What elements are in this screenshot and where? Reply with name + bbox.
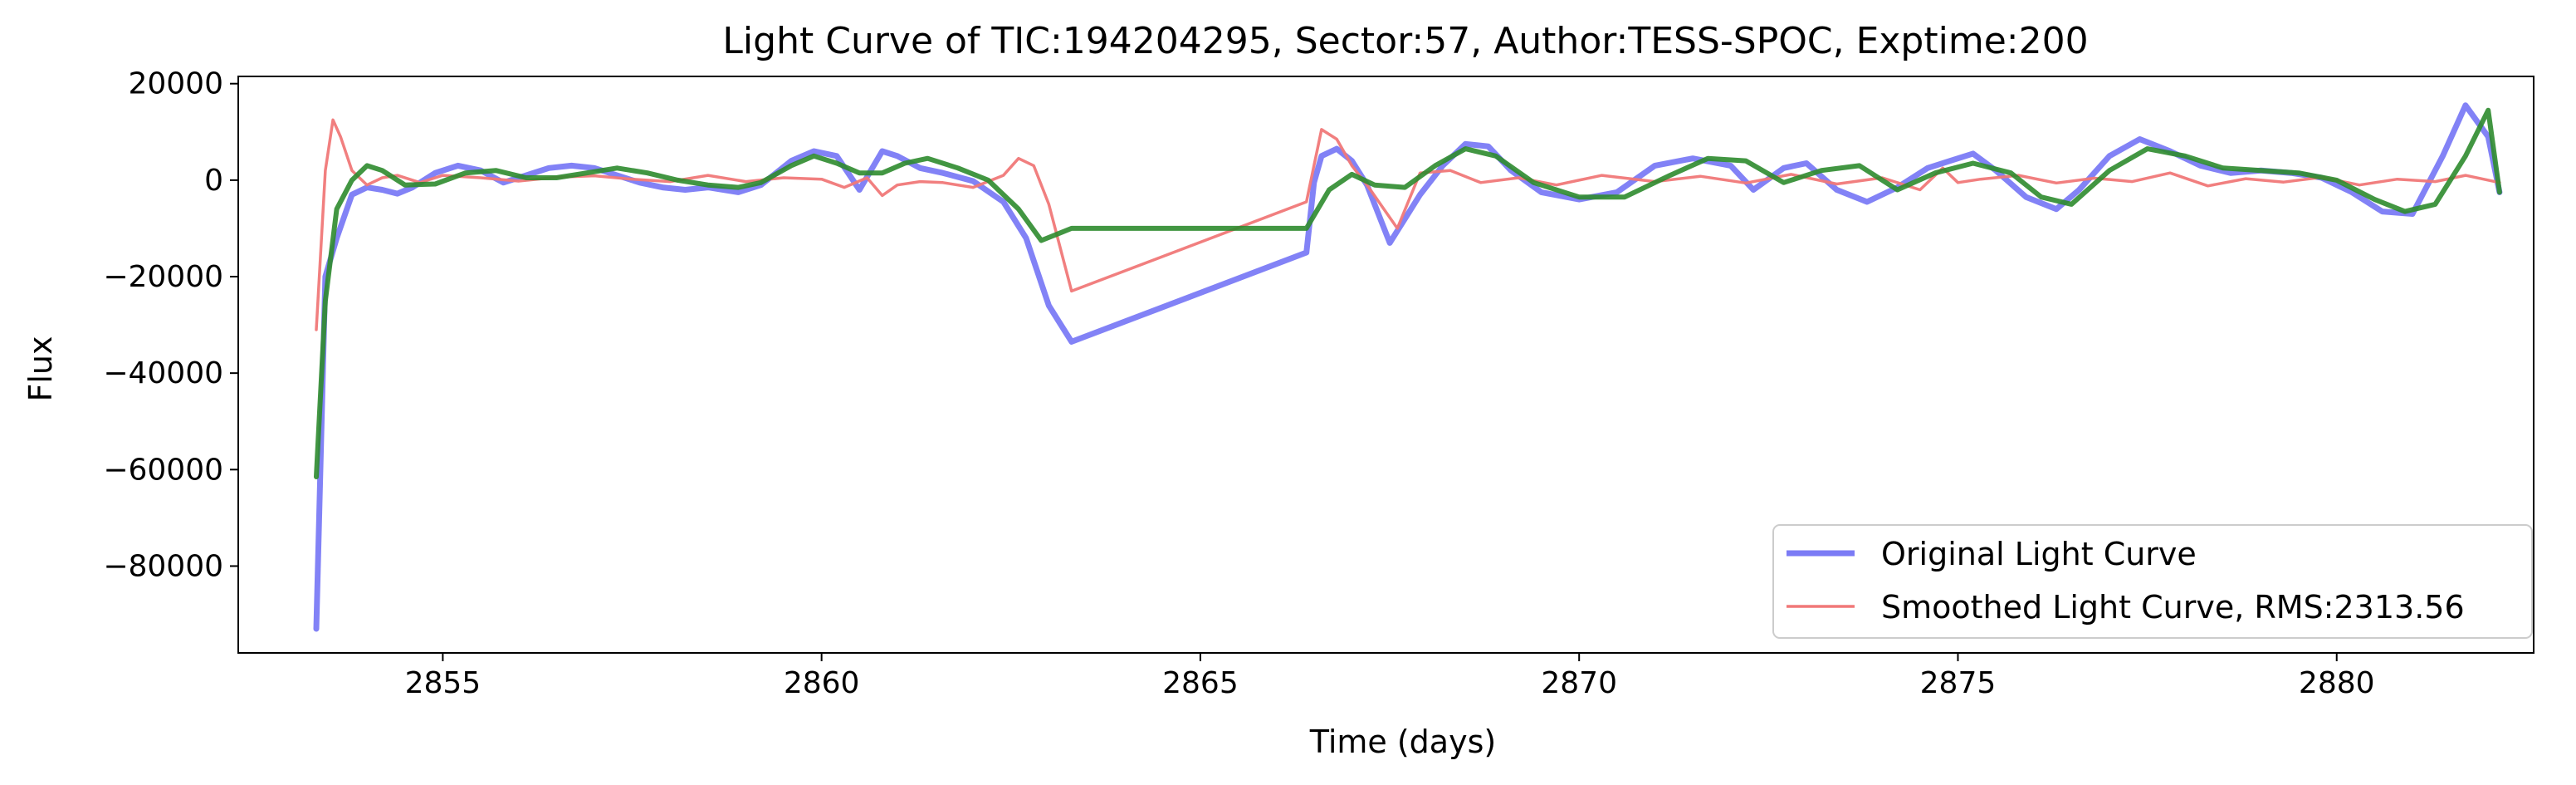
x-tick-label-2865: 2865 (1162, 666, 1239, 700)
y-tick-label-20000: 20000 (128, 67, 223, 101)
legend-label-smoothed: Smoothed Light Curve, RMS:2313.56 (1881, 589, 2465, 626)
series-line-original-light-curve (313, 102, 2503, 632)
x-tick-label-2870: 2870 (1541, 666, 1617, 700)
plot-frame (237, 76, 2534, 654)
y-tick-label--40000: −40000 (103, 356, 223, 390)
x-tick-label-2855: 2855 (405, 666, 481, 700)
x-tick-label-2880: 2880 (2299, 666, 2375, 700)
legend: Original Light Curve Smoothed Light Curv… (1772, 524, 2533, 639)
y-axis-label: Flux (22, 336, 59, 402)
x-tick-label-2875: 2875 (1920, 666, 1997, 700)
series-line-trend (314, 107, 2502, 479)
legend-label-original: Original Light Curve (1881, 536, 2197, 572)
x-tick-label-2860: 2860 (784, 666, 860, 700)
y-axis: 20000 0 −20000 −40000 −60000 −80000 (103, 67, 238, 583)
y-tick-label-0: 0 (204, 164, 223, 198)
legend-box (1772, 524, 2533, 639)
x-axis: 2855 2860 2865 2870 2875 2880 (405, 653, 2375, 700)
plot-lines (313, 102, 2503, 632)
y-tick-label--60000: −60000 (103, 453, 223, 487)
chart-title: Light Curve of TIC:194204295, Sector:57,… (722, 20, 2088, 62)
y-tick-label--80000: −80000 (103, 549, 223, 583)
y-tick-label--20000: −20000 (103, 260, 223, 294)
x-axis-label: Time (days) (1309, 724, 1496, 760)
